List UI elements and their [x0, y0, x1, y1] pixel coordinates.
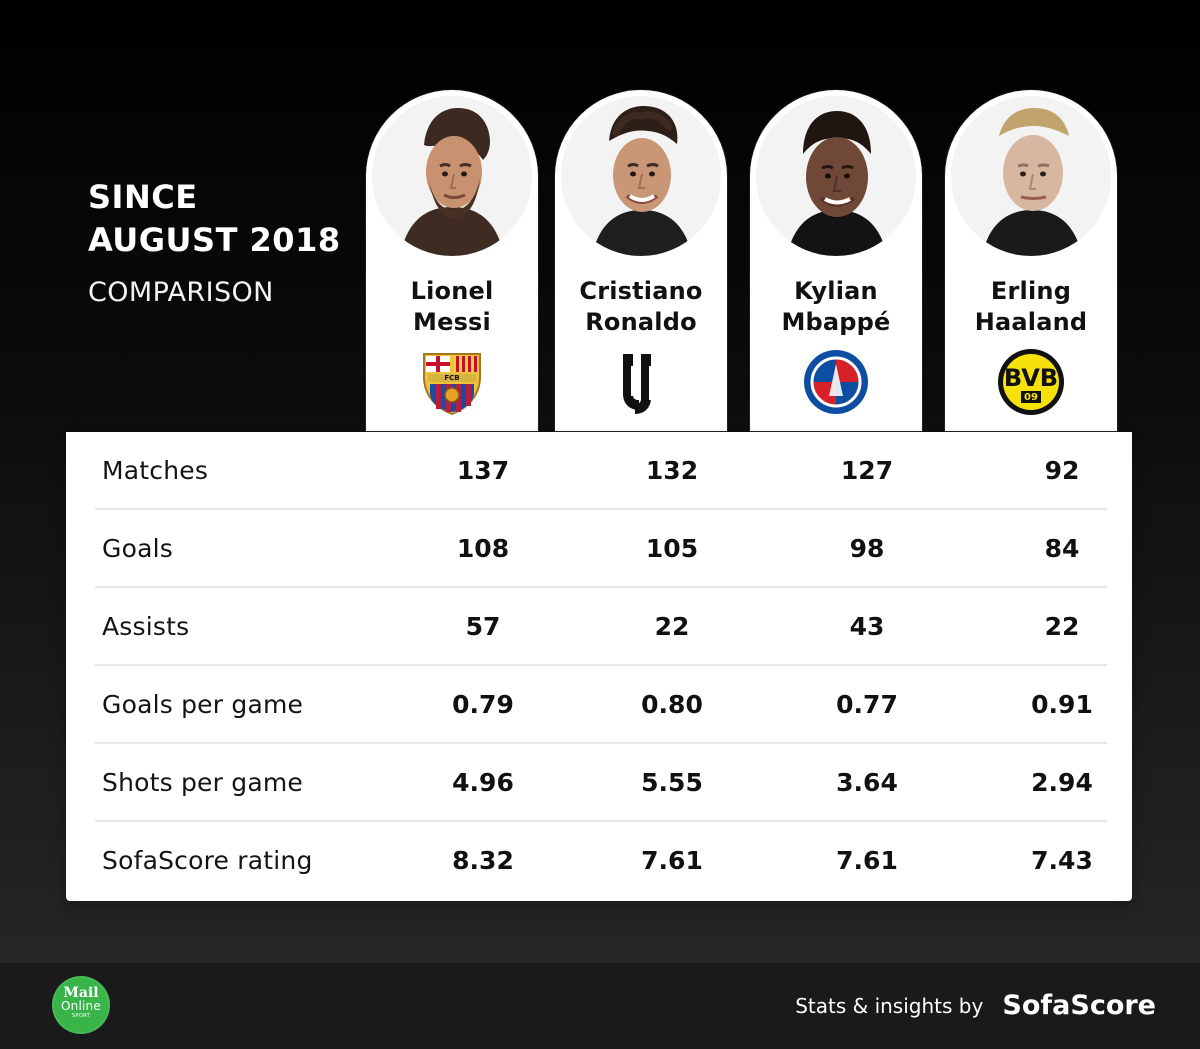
player-name-mbappe: Kylian Mbappé: [750, 276, 922, 338]
metric-label: Matches: [102, 456, 209, 485]
cristiano-ronaldo-portrait-icon: [561, 96, 721, 256]
player-first-name: Lionel: [410, 277, 494, 305]
dortmund-logo: BVB 09: [995, 346, 1067, 418]
barcelona-logo: FCB: [416, 346, 488, 418]
messi-matches-value: 137: [456, 456, 510, 485]
player-card-ronaldo: Cristiano Ronaldo: [555, 90, 727, 431]
ronaldo-goals-per-game-value: 0.80: [641, 690, 703, 719]
player-first-name: Cristiano: [579, 277, 703, 305]
player-card-messi: Lionel Messi FCB: [366, 90, 538, 431]
title-line-1: SINCE: [88, 178, 198, 216]
stats-row-shots-per-game: Shots per game 4.96 5.55 3.64 2.94: [95, 744, 1107, 822]
mbappe-rating-value: 7.61: [836, 846, 898, 875]
footer-bar: Mail Online SPORT Stats & insights by So…: [0, 963, 1200, 1049]
haaland-matches-value: 92: [1044, 456, 1080, 485]
metric-label: Shots per game: [102, 768, 303, 797]
player-first-name: Kylian: [794, 277, 878, 305]
stats-row-sofascore-rating: SofaScore rating 8.32 7.61 7.61 7.43: [95, 822, 1107, 900]
messi-goals-per-game-value: 0.79: [452, 690, 514, 719]
svg-text:BVB: BVB: [1004, 364, 1058, 392]
messi-assists-value: 57: [465, 612, 501, 641]
player-name-messi: Lionel Messi: [366, 276, 538, 338]
metric-label: SofaScore rating: [102, 846, 313, 875]
stats-row-goals-per-game: Goals per game 0.79 0.80 0.77 0.91: [95, 666, 1107, 744]
dortmund-crest-icon: BVB 09: [998, 349, 1064, 415]
mbappe-goals-value: 98: [849, 534, 885, 563]
metric-label: Assists: [102, 612, 190, 641]
haaland-rating-value: 7.43: [1031, 846, 1093, 875]
player-card-haaland: Erling Haaland BVB 09: [945, 90, 1117, 431]
ronaldo-rating-value: 7.61: [641, 846, 703, 875]
player-name-haaland: Erling Haaland: [945, 276, 1117, 338]
erling-haaland-portrait-icon: [951, 96, 1111, 256]
stats-row-matches: Matches 137 132 127 92: [95, 432, 1107, 510]
psg-logo: [800, 346, 872, 418]
mail-logo-bottom: Online: [61, 999, 101, 1013]
haaland-assists-value: 22: [1044, 612, 1080, 641]
player-first-name: Erling: [990, 277, 1072, 305]
player-last-name: Mbappé: [781, 308, 891, 336]
mbappe-matches-value: 127: [840, 456, 894, 485]
barcelona-crest-icon: FCB: [423, 353, 481, 416]
player-last-name: Ronaldo: [585, 308, 697, 336]
mbappe-assists-value: 43: [849, 612, 885, 641]
ronaldo-goals-value: 105: [645, 534, 699, 563]
juventus-crest-icon: [623, 354, 651, 414]
ronaldo-portrait: [561, 96, 721, 256]
mbappe-goals-per-game-value: 0.77: [836, 690, 898, 719]
messi-shots-per-game-value: 4.96: [452, 768, 514, 797]
svg-text:09: 09: [1024, 392, 1038, 403]
haaland-portrait: [951, 96, 1111, 256]
stats-table: Matches 137 132 127 92 Goals 108 105 98 …: [66, 432, 1132, 901]
comparison-subtitle: COMPARISON: [88, 277, 274, 308]
mail-logo-sport: SPORT: [71, 1013, 91, 1019]
stats-credit: Stats & insights by SofaScore: [795, 991, 1156, 1021]
haaland-shots-per-game-value: 2.94: [1031, 768, 1093, 797]
comparison-heading: SINCE AUGUST 2018 COMPARISON: [88, 176, 348, 309]
lionel-messi-portrait-icon: [372, 96, 532, 256]
sofascore-brand: SofaScore: [1002, 990, 1156, 1021]
stats-row-assists: Assists 57 22 43 22: [95, 588, 1107, 666]
player-name-ronaldo: Cristiano Ronaldo: [555, 276, 727, 338]
ronaldo-shots-per-game-value: 5.55: [641, 768, 703, 797]
stats-row-goals: Goals 108 105 98 84: [95, 510, 1107, 588]
player-card-mbappe: Kylian Mbappé: [750, 90, 922, 431]
title-line-2: AUGUST 2018: [88, 221, 341, 259]
player-last-name: Messi: [413, 308, 491, 336]
messi-goals-value: 108: [456, 534, 510, 563]
mbappe-shots-per-game-value: 3.64: [836, 768, 898, 797]
juventus-logo: [605, 346, 677, 418]
metric-label: Goals: [102, 534, 173, 563]
player-last-name: Haaland: [974, 308, 1088, 336]
messi-rating-value: 8.32: [452, 846, 514, 875]
mail-online-logo: Mail Online SPORT: [52, 976, 110, 1034]
mail-logo-top: Mail: [63, 985, 99, 1001]
messi-portrait: [372, 96, 532, 256]
credit-text: Stats & insights by: [795, 994, 984, 1018]
svg-text:FCB: FCB: [444, 374, 459, 382]
haaland-goals-value: 84: [1044, 534, 1080, 563]
psg-crest-icon: [804, 350, 868, 414]
metric-label: Goals per game: [102, 690, 304, 719]
haaland-goals-per-game-value: 0.91: [1031, 690, 1093, 719]
ronaldo-assists-value: 22: [654, 612, 690, 641]
ronaldo-matches-value: 132: [645, 456, 699, 485]
mbappe-portrait: [756, 96, 916, 256]
kylian-mbappe-portrait-icon: [756, 96, 916, 256]
